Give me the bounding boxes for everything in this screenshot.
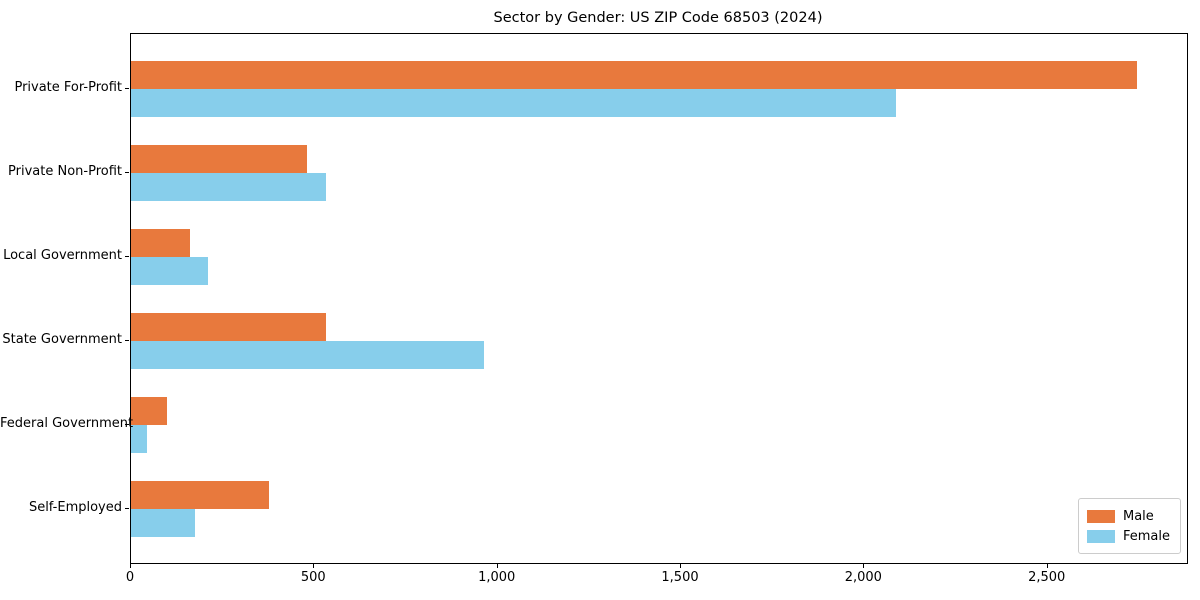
- y-tick: [125, 424, 129, 425]
- y-axis-label: Private For-Profit: [14, 80, 122, 95]
- bar-female-2: [131, 257, 209, 285]
- y-axis-label: Private Non-Profit: [8, 164, 122, 179]
- bar-male-5: [131, 481, 270, 509]
- legend-item-male: Male: [1086, 506, 1170, 526]
- legend-label-male: Male: [1122, 508, 1154, 524]
- x-tick: [863, 563, 865, 568]
- x-tick: [1046, 563, 1048, 568]
- x-tick-label: 2,500: [1028, 570, 1066, 585]
- bar-male-2: [131, 229, 191, 257]
- y-axis-label: Self-Employed: [28, 500, 122, 515]
- x-tick: [313, 563, 315, 568]
- male-series-swatch-icon: [1086, 509, 1115, 523]
- y-axis-label: Local Government: [3, 248, 122, 263]
- y-tick: [125, 256, 129, 257]
- y-axis-label: Federal Government: [0, 416, 134, 431]
- x-tick-label: 500: [300, 570, 326, 585]
- y-tick: [125, 172, 129, 173]
- bar-male-0: [131, 61, 1138, 89]
- female-series-swatch-icon: [1086, 529, 1115, 543]
- y-tick: [125, 340, 129, 341]
- bar-female-4: [131, 425, 147, 453]
- bar-female-0: [131, 89, 896, 117]
- y-tick: [125, 88, 129, 89]
- y-tick: [125, 508, 129, 509]
- legend-label-female: Female: [1122, 528, 1170, 544]
- x-tick: [680, 563, 681, 568]
- plot-area: [130, 33, 1188, 564]
- bar-male-1: [131, 145, 307, 173]
- x-tick: [130, 563, 131, 568]
- bar-female-1: [131, 173, 327, 201]
- bar-female-3: [131, 341, 485, 369]
- x-tick-label: 0: [125, 570, 135, 585]
- x-tick-label: 1,500: [661, 570, 699, 585]
- bar-female-5: [131, 509, 196, 537]
- legend-item-female: Female: [1086, 526, 1170, 546]
- bar-male-4: [131, 397, 167, 425]
- y-axis-label: State Government: [2, 332, 122, 347]
- x-tick-label: 1,000: [478, 570, 516, 585]
- x-tick-label: 2,000: [844, 570, 882, 585]
- chart-title: Sector by Gender: US ZIP Code 68503 (202…: [493, 10, 823, 26]
- legend: Male Female: [1077, 498, 1181, 554]
- bar-male-3: [131, 313, 327, 341]
- x-tick: [496, 563, 498, 568]
